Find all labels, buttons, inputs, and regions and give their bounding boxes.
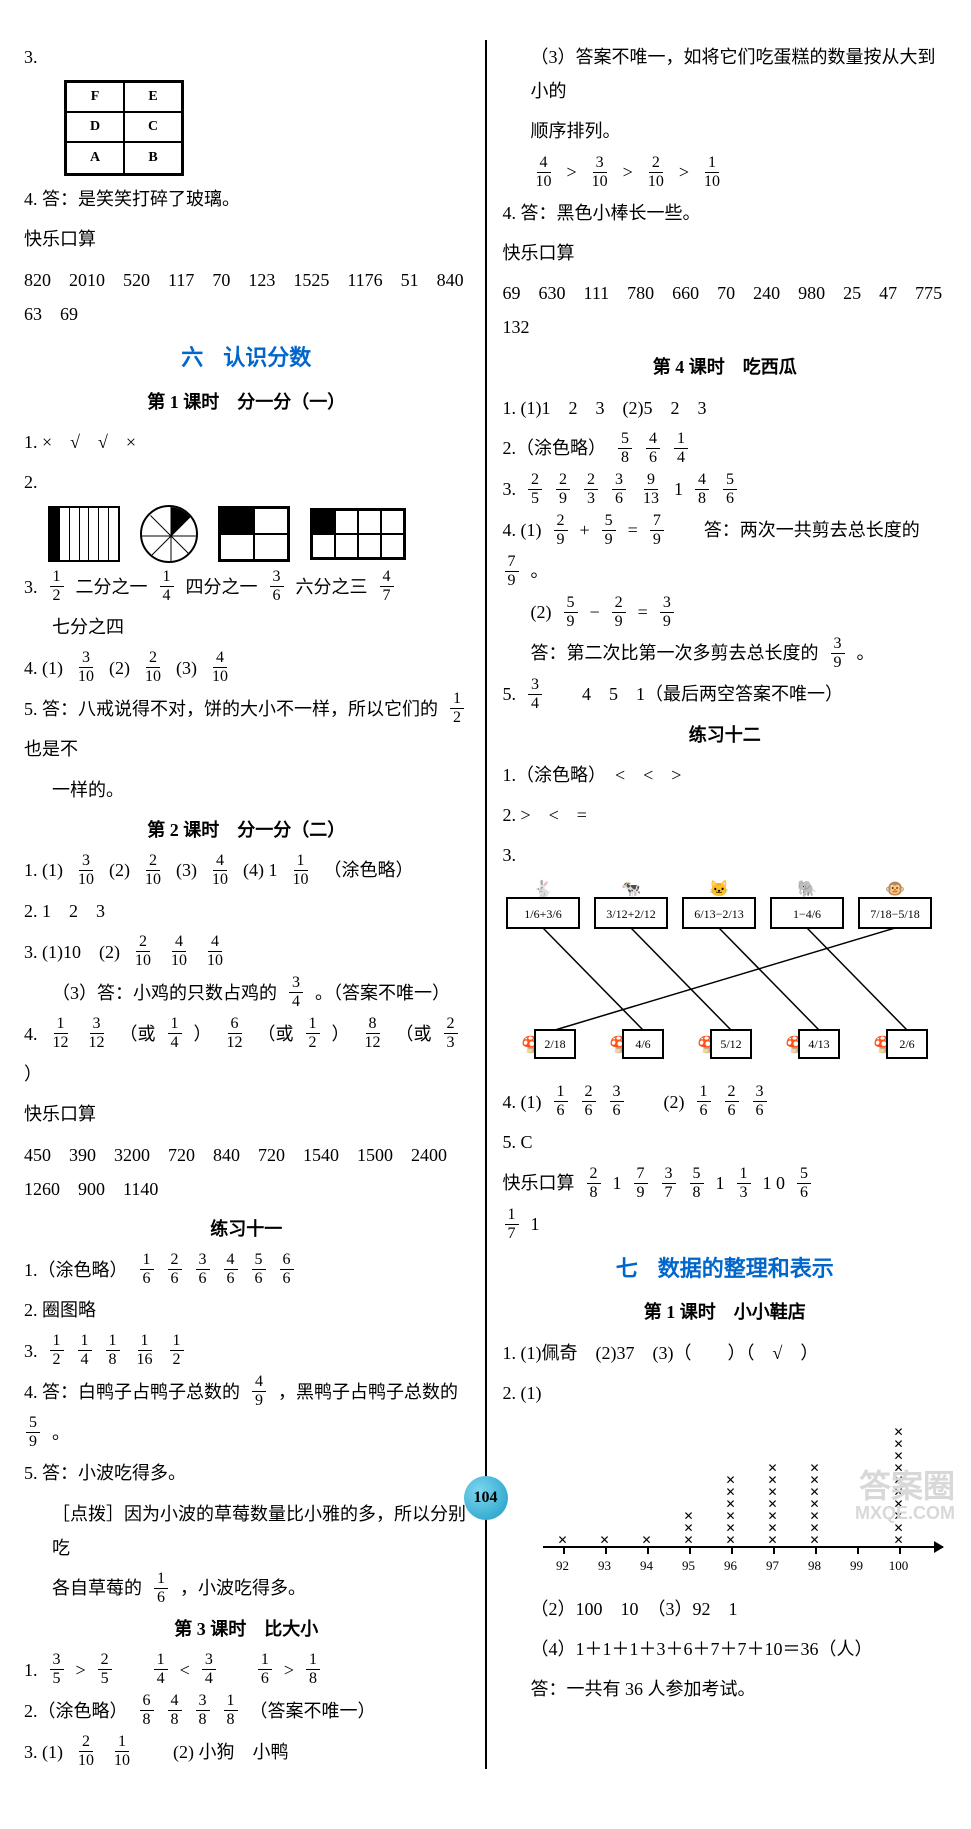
- svg-text:🐘: 🐘: [797, 880, 817, 898]
- svg-text:🐱: 🐱: [709, 880, 729, 898]
- k2-q4: 4. 112 312（或14） 612（或12） 812（或23）: [24, 1016, 469, 1091]
- svg-text:🐄: 🐄: [621, 881, 641, 898]
- svg-text:🐵: 🐵: [885, 881, 905, 898]
- matching-diagram: 🐇 1/6+3/6 🐄 3/12+2/12 🐱 6/13−2/13 🐘 1−4/6 🐵 7/18−…: [503, 878, 943, 1078]
- k4-q5: 5.34 4 5 1（最后两空答案不唯一）: [503, 677, 948, 712]
- lx11-q2: 2. 圈图略: [24, 1293, 469, 1327]
- k2-q3a: 3. (1)10 (2) 210 410 410: [24, 934, 469, 969]
- k2-q1: 1. (1)310 (2)210 (3)410 (4) 1110 （涂色略）: [24, 853, 469, 888]
- k2-q2: 2. 1 2 3: [24, 894, 469, 928]
- r-ks: 快乐口算 69 630 111 780 660 70 240 980 25 47…: [503, 236, 948, 345]
- svg-text:1/6+3/6: 1/6+3/6: [524, 907, 561, 921]
- page-number: 104: [464, 1476, 508, 1520]
- k4-q4b: (2) 59 − 29 = 39: [503, 595, 948, 630]
- lx12-title: 练习十二: [503, 718, 948, 752]
- svg-text:3/12+2/12: 3/12+2/12: [606, 907, 655, 921]
- lx12-q5: 5. C: [503, 1125, 948, 1159]
- k4-q3: 3. 25 29 23 36 913 1 48 56: [503, 472, 948, 507]
- k3-q2: 2.（涂色略） 68 48 38 18 （答案不唯一）: [24, 1693, 469, 1728]
- kousuan: 快乐口算 820 2010 520 117 70 123 1525 1176 5…: [24, 222, 469, 331]
- svg-text:1−4/6: 1−4/6: [792, 907, 820, 921]
- shelf-diagram: FE DC AB: [64, 80, 184, 176]
- svg-text:7/18−5/18: 7/18−5/18: [870, 907, 919, 921]
- k1-q3: 3. 12 二分之一 14 四分之一 36 六分之三 47: [24, 569, 469, 604]
- lx11-title: 练习十一: [24, 1212, 469, 1246]
- lx12-q2: 2. > < =: [503, 798, 948, 832]
- u7-q2-4: （4）1＋1＋1＋3＋6＋7＋7＋10＝36（人）: [503, 1632, 948, 1666]
- u7-q2-2: （2）100 10 （3）92 1: [503, 1592, 948, 1626]
- lx12-q1: 1.（涂色略） < < >: [503, 758, 948, 792]
- k3-title: 第 3 课时 比大小: [24, 1612, 469, 1646]
- k4-q2: 2.（涂色略） 58 46 14: [503, 431, 948, 466]
- k3-q1: 1.35 > 25 14 < 34 16 > 18: [24, 1652, 469, 1687]
- u7-q2-ans: 答：一共有 36 人参加考试。: [503, 1672, 948, 1706]
- k4-q4b2: 答：第二次比第一次多剪去总长度的39。: [503, 636, 948, 671]
- lx12-q3: 3.: [503, 838, 948, 872]
- watermark: 答案圈MXQE.COM: [855, 1469, 955, 1524]
- u7-q1: 1. (1)佩奇 (2)37 (3)（ ）（ √ ）: [503, 1336, 948, 1370]
- r-q3a: （3）答案不唯一，如将它们吃蛋糕的数量按从大到小的: [503, 40, 948, 108]
- lx12-ks: 快乐口算 28 1 79 37 58 1 13 1 0 56: [503, 1166, 948, 1201]
- svg-text:4/6: 4/6: [635, 1037, 650, 1051]
- lx11-q3: 3. 12 14 18 116 12: [24, 1333, 469, 1368]
- lx11-q5b: ［点拨］因为小波的草莓数量比小雅的多，所以分别吃: [24, 1497, 469, 1565]
- r-q3b: 顺序排列。: [503, 114, 948, 148]
- k4-title: 第 4 课时 吃西瓜: [503, 350, 948, 384]
- svg-text:2/6: 2/6: [899, 1037, 914, 1051]
- u7-q2: 2. (1): [503, 1376, 948, 1410]
- svg-text:4/13: 4/13: [808, 1037, 829, 1051]
- svg-text:2/18: 2/18: [544, 1037, 565, 1051]
- left-column: 3. FE DC AB 4. 答：是笑笑打碎了玻璃。 快乐口算 820 2010…: [24, 40, 469, 1769]
- k1-q2: 2.: [24, 465, 469, 499]
- k1-q5b: 一样的。: [24, 773, 469, 807]
- r-q3-ineq: 410 > 310 > 210 > 110: [503, 155, 948, 190]
- r-q4: 4. 答：黑色小棒长一些。: [503, 196, 948, 230]
- k1-title: 第 1 课时 分一分（一）: [24, 385, 469, 419]
- k1-q4: 4. (1)310 (2)210 (3)410: [24, 650, 469, 685]
- lx11-q1: 1.（涂色略） 16 26 36 46 56 66: [24, 1252, 469, 1287]
- k4-q1: 1. (1)1 2 3 (2)5 2 3: [503, 391, 948, 425]
- svg-text:🐇: 🐇: [533, 879, 553, 898]
- lx11-q5a: 5. 答：小波吃得多。: [24, 1456, 469, 1490]
- k3-q3: 3. (1) 210 110 (2) 小狗 小鸭: [24, 1734, 469, 1769]
- lx11-q5c: 各自草莓的16，小波吃得多。: [24, 1571, 469, 1606]
- k2-ks: 快乐口算 450 390 3200 720 840 720 1540 1500 …: [24, 1097, 469, 1206]
- k2-title: 第 2 课时 分一分（二）: [24, 813, 469, 847]
- lx12-ks2: 17 1: [503, 1207, 948, 1242]
- u7-k1-title: 第 1 课时 小小鞋店: [503, 1295, 948, 1329]
- lx11-q4: 4. 答：白鸭子占鸭子总数的49，黑鸭子占鸭子总数的59。: [24, 1374, 469, 1450]
- svg-text:5/12: 5/12: [720, 1037, 741, 1051]
- k1-q5: 5. 答：八戒说得不对，饼的大小不一样，所以它们的12也是不: [24, 691, 469, 766]
- k1-q2-shapes: [24, 505, 469, 563]
- q4: 4. 答：是笑笑打碎了玻璃。: [24, 182, 469, 216]
- unit6-title: 六认识分数: [24, 337, 469, 379]
- unit7-title: 七数据的整理和表示: [503, 1248, 948, 1290]
- q3-label: 3.: [24, 40, 469, 74]
- k1-q3b: 七分之四: [24, 610, 469, 644]
- k1-q1: 1. × √ √ ×: [24, 425, 469, 459]
- k4-q4a: 4. (1) 29 + 59 = 79 答：两次一共剪去总长度的79。: [503, 513, 948, 589]
- svg-text:6/13−2/13: 6/13−2/13: [694, 907, 743, 921]
- lx12-q4: 4. (1) 16 26 36 (2) 16 26 36: [503, 1084, 948, 1119]
- k2-q3b: （3）答：小鸡的只数占鸡的34。（答案不唯一）: [24, 975, 469, 1010]
